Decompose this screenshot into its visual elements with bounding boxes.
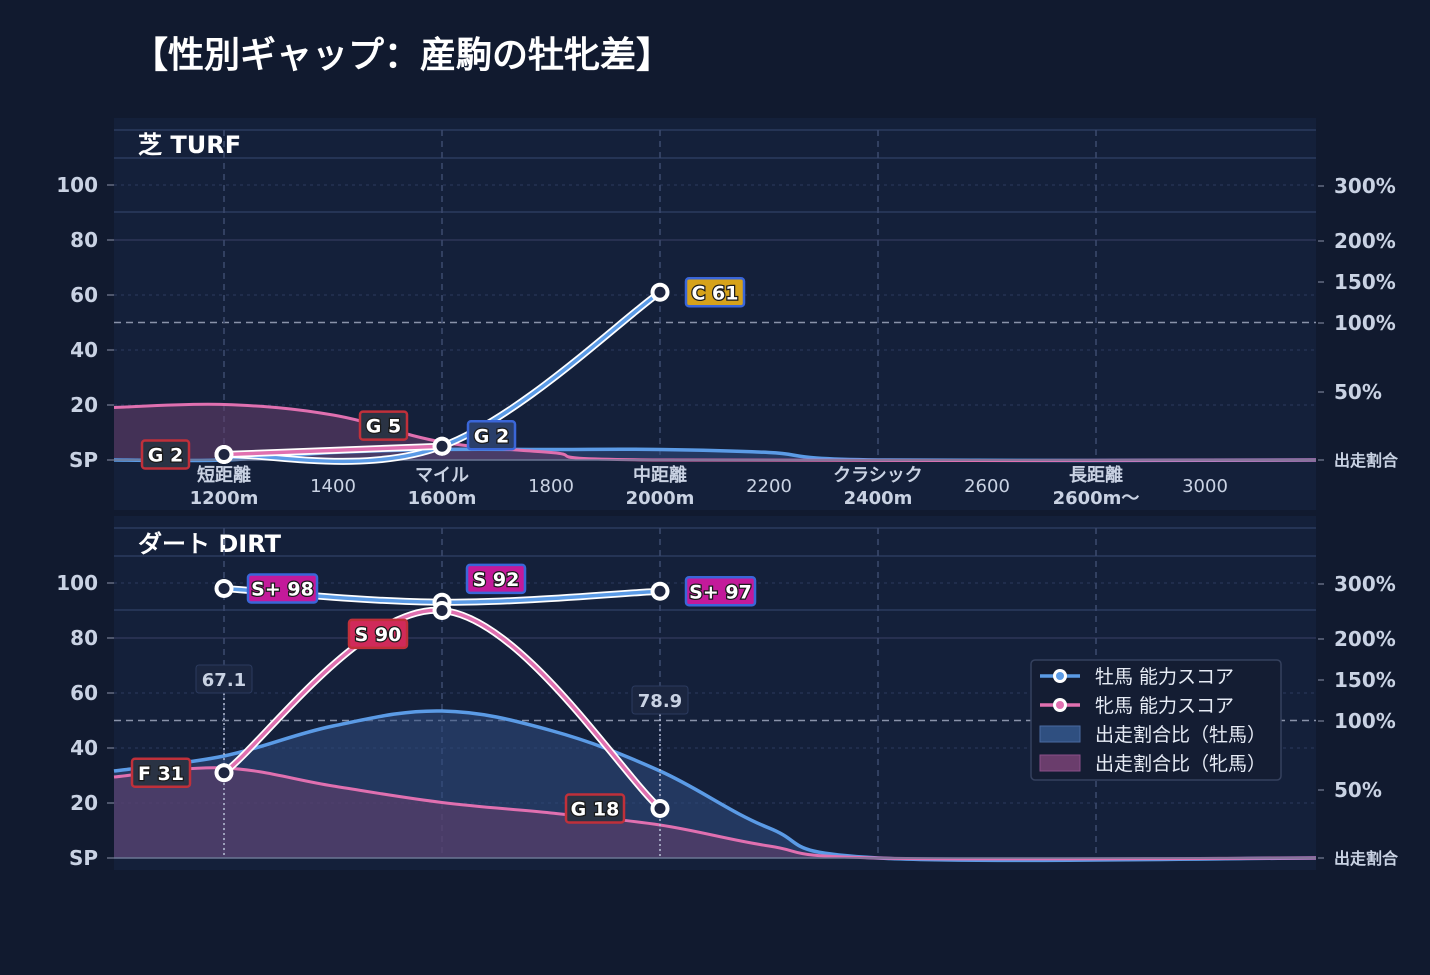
rtick-label: 150%: [1334, 270, 1396, 294]
dirt-female-badge-1200-box: [130, 757, 192, 788]
dirt-male-badge-1200-box: [246, 573, 319, 604]
turf-male-badge-2000-label: C 61: [692, 282, 739, 304]
legend-label: 出走割合比（牡馬）: [1095, 724, 1266, 746]
xtick-label: クラシック: [833, 465, 923, 486]
rtick-label: 200%: [1334, 229, 1396, 253]
dirt-male-badge-2000-box: [684, 576, 757, 607]
xtick-label: 長距離: [1069, 464, 1123, 486]
dirt-female-badge-1600-label: S 90: [355, 624, 402, 646]
share-area-female: [114, 767, 1316, 859]
rtick-label: 50%: [1334, 778, 1382, 802]
rtick-label: 100%: [1334, 311, 1396, 335]
female-score-point-core: [436, 605, 448, 616]
xtick-label: 2200: [746, 476, 792, 497]
turf-female-badge-1200-label: G 2: [148, 445, 183, 467]
share-value-box: [631, 685, 689, 715]
xtick-label: マイル: [415, 465, 469, 486]
dirt-female-badge-1600-box: [347, 618, 409, 650]
turf-female-badge-1600-label: G 5: [366, 416, 401, 438]
rtick-label: 300%: [1334, 572, 1396, 596]
ytick-label: 80: [70, 228, 98, 252]
xtick-label: 中距離: [633, 464, 687, 486]
ytick-label: SP: [69, 846, 98, 870]
panel-title: 芝 TURF: [138, 131, 241, 159]
turf-male-badge-1600-box: [466, 420, 517, 451]
ytick-label: 40: [70, 338, 98, 362]
male-score-point-core: [654, 286, 666, 298]
dirt-female-badge-1200-label: F 31: [138, 763, 184, 785]
share-value-box: [195, 664, 253, 694]
xtick-sublabel: 2000m: [626, 488, 695, 509]
dirt-female-badge-2000-box: [564, 793, 626, 824]
ytick-label: 20: [70, 791, 98, 815]
turf-male-badge-2000-box: [684, 277, 746, 308]
rtick-label: 300%: [1334, 174, 1396, 198]
xtick-label: 1800: [528, 476, 574, 497]
legend-label: 出走割合比（牝馬）: [1095, 753, 1266, 775]
ytick-label: 80: [70, 626, 98, 650]
dirt-male-badge-1200-label: S+ 98: [251, 579, 314, 601]
panel-turf: 芝 TURF SP 20 40 60 80 100 出走割合 50% 100% 150% 200% 30…: [56, 118, 1399, 510]
dirt-female-badge-2000-label: G 18: [571, 799, 620, 821]
ytick-label: 40: [70, 736, 98, 760]
rtick-label: 100%: [1334, 709, 1396, 733]
female-score-point-core: [436, 440, 448, 452]
ytick-label: 100: [56, 173, 98, 197]
panel-title: ダート DIRT: [138, 530, 282, 558]
ytick-label: 60: [70, 283, 98, 307]
xtick-sublabel: 2600m〜: [1053, 488, 1140, 509]
xtick-sublabel: 2400m: [844, 488, 913, 509]
xtick-label: 1400: [310, 476, 356, 497]
turf-female-badge-1200-box: [140, 439, 191, 470]
rtick-label: 150%: [1334, 668, 1396, 692]
ytick-label: 20: [70, 393, 98, 417]
female-score-point-core: [218, 767, 230, 779]
legend-swatch-marker-core: [1056, 672, 1064, 680]
share-value-label: 67.1: [202, 670, 246, 691]
share-value-label: 78.9: [638, 691, 682, 712]
legend-swatch-fill: [1039, 725, 1081, 743]
female-score-point-core: [218, 449, 230, 460]
turf-male-badge-1600-label: G 2: [474, 425, 509, 447]
dirt-male-badge-1600-box: [465, 563, 527, 595]
xtick-sublabel: 1200m: [190, 488, 259, 509]
legend-swatch-fill: [1039, 754, 1081, 772]
ytick-label: 100: [56, 571, 98, 595]
turf-female-badge-1600-box: [358, 410, 409, 441]
female-score-line: [223, 444, 443, 457]
dirt-male-badge-2000-label: S+ 97: [689, 581, 752, 603]
rtick-label: 出走割合: [1334, 451, 1399, 470]
female-score-point-core: [654, 803, 666, 814]
xtick-label: 2600: [964, 476, 1010, 497]
legend-swatch-marker-core: [1056, 701, 1064, 709]
xtick-label: 3000: [1182, 476, 1228, 497]
rtick-label: 出走割合: [1334, 849, 1399, 868]
dirt-male-badge-1600-label: S 92: [473, 569, 520, 591]
legend-label: 牡馬 能力スコア: [1095, 666, 1234, 688]
legend-box: [1030, 659, 1282, 781]
panel-dirt: ダート DIRT SP 20 40 60 80 100 出走割合 50% 100% 150% 200%…: [56, 516, 1399, 870]
legend-label: 牝馬 能力スコア: [1095, 695, 1234, 717]
male-score-point-core: [218, 583, 230, 594]
xtick-label: 短距離: [197, 464, 251, 486]
male-score-point-core: [654, 585, 666, 597]
ytick-label: SP: [69, 448, 98, 472]
ytick-label: 60: [70, 681, 98, 705]
rtick-label: 200%: [1334, 627, 1396, 651]
rtick-label: 50%: [1334, 380, 1382, 404]
xtick-sublabel: 1600m: [408, 488, 477, 509]
chart-title: 【性別ギャップ：産駒の牡牝差】: [132, 35, 672, 76]
